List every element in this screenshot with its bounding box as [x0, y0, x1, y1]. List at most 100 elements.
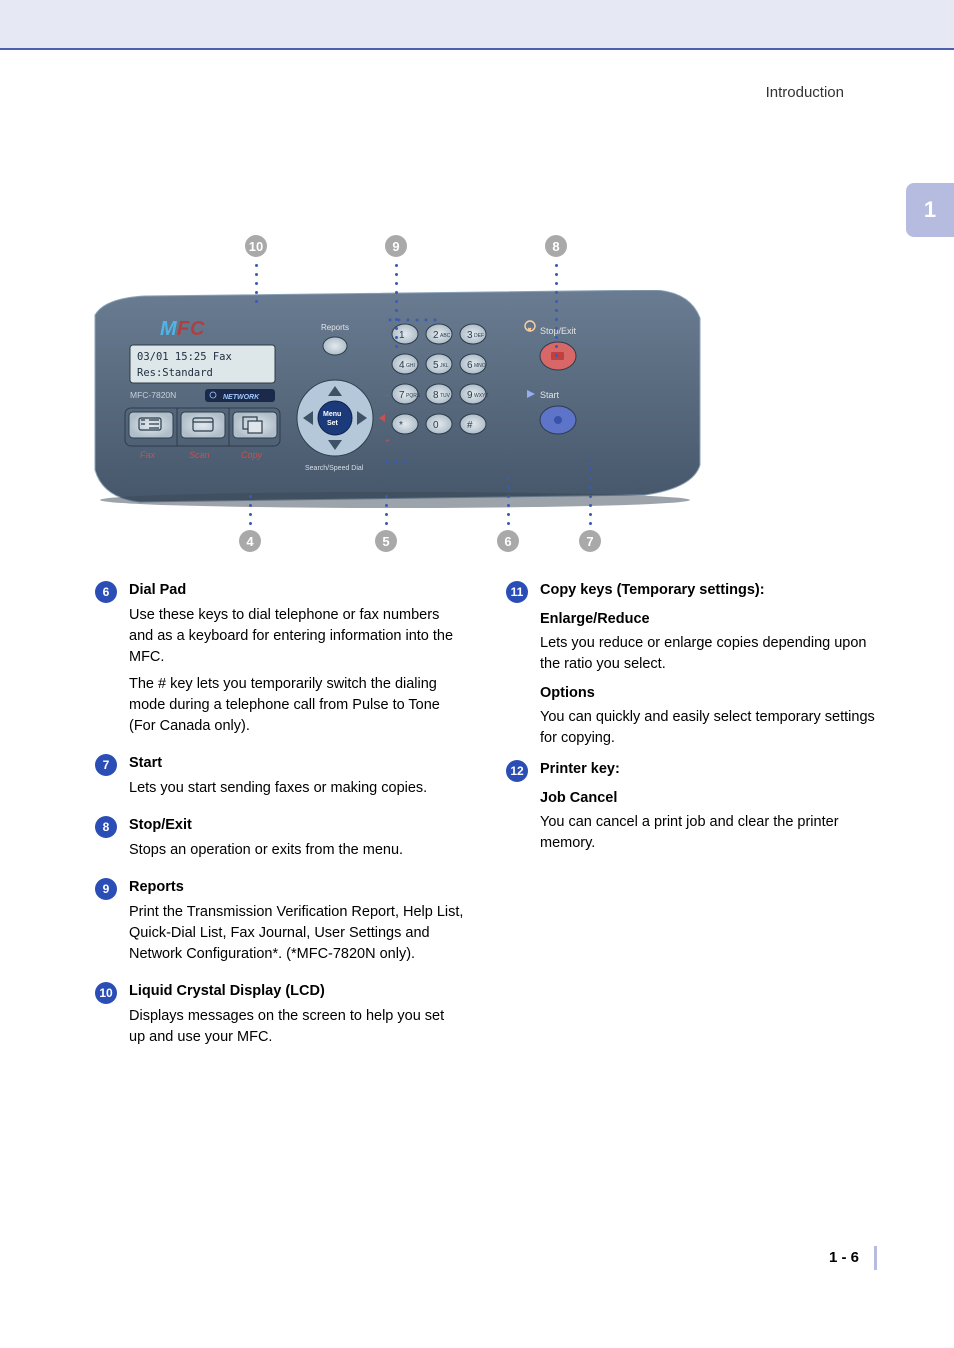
leader-dots	[249, 489, 251, 531]
svg-text:Copy: Copy	[241, 450, 263, 460]
svg-text:WXYZ: WXYZ	[474, 393, 488, 399]
callout-10: 10	[245, 235, 267, 257]
top-band	[0, 0, 954, 50]
desc-body: Liquid Crystal Display (LCD) Displays mes…	[129, 981, 464, 1054]
desc-para: Displays messages on the screen to help …	[129, 1006, 464, 1048]
desc-num: 12	[506, 760, 528, 782]
model-text: MFC-7820N	[130, 390, 176, 400]
desc-body: Stop/Exit Stops an operation or exits fro…	[129, 815, 464, 867]
svg-text:Start: Start	[540, 390, 560, 400]
desc-subtitle: Options	[540, 683, 875, 704]
svg-text:DEF: DEF	[474, 333, 484, 339]
svg-text:JKL: JKL	[440, 363, 449, 369]
svg-text:Reports: Reports	[321, 323, 349, 332]
desc-para: Stops an operation or exits from the men…	[129, 840, 464, 861]
desc-item: 9 Reports Print the Transmission Verificat…	[95, 877, 464, 971]
svg-text:#: #	[467, 420, 473, 431]
svg-text:Set: Set	[327, 420, 339, 427]
lcd-line1: 03/01 15:25 Fax	[137, 351, 232, 363]
desc-subtitle: Job Cancel	[540, 788, 875, 809]
desc-num: 11	[506, 581, 528, 603]
desc-body: Printer key: Job Cancel You can cancel a p…	[540, 759, 875, 854]
desc-body: Start Lets you start sending faxes or mak…	[129, 753, 464, 805]
svg-text:+: +	[385, 436, 390, 445]
lcd-line2: Res:Standard	[137, 367, 213, 379]
svg-text:2: 2	[433, 330, 439, 341]
svg-text:6: 6	[467, 360, 473, 371]
svg-text:MNO: MNO	[474, 363, 486, 369]
svg-text:−: −	[385, 391, 390, 400]
desc-para: Print the Transmission Verification Repo…	[129, 902, 464, 965]
svg-text:TUV: TUV	[440, 393, 451, 399]
right-column: 11 Copy keys (Temporary settings): Enlarge…	[506, 580, 875, 1064]
control-panel-figure: 10 9 8 M F C 03/01 15:25 Fax Res:Standa	[85, 230, 705, 570]
desc-para: Use these keys to dial telephone or fax …	[129, 605, 464, 668]
desc-num: 8	[95, 816, 117, 838]
desc-title: Dial Pad	[129, 580, 464, 601]
leader-dots	[395, 258, 397, 354]
desc-para: Lets you reduce or enlarge copies depend…	[540, 633, 875, 675]
header-section: Introduction	[766, 84, 844, 101]
svg-text:Scan: Scan	[189, 450, 210, 460]
leader-dots	[555, 258, 557, 363]
callout-4: 4	[239, 530, 261, 552]
svg-text:M: M	[160, 318, 178, 340]
svg-text:ABC: ABC	[440, 333, 451, 339]
callout-7: 7	[579, 530, 601, 552]
desc-item: 7 Start Lets you start sending faxes or ma…	[95, 753, 464, 805]
leader-dots	[507, 471, 509, 531]
svg-text:C: C	[190, 318, 205, 340]
desc-num: 7	[95, 754, 117, 776]
desc-body: Dial Pad Use these keys to dial telephone…	[129, 580, 464, 743]
leader-dots	[589, 453, 591, 531]
desc-title: Stop/Exit	[129, 815, 464, 836]
desc-item: 11 Copy keys (Temporary settings): Enlarge…	[506, 580, 875, 749]
leader-dots	[385, 489, 387, 531]
desc-item: 8 Stop/Exit Stops an operation or exits fr…	[95, 815, 464, 867]
desc-para: You can quickly and easily select tempor…	[540, 707, 875, 749]
callout-5: 5	[375, 530, 397, 552]
svg-text:Fax: Fax	[140, 450, 156, 460]
page-number: 1 - 6	[829, 1249, 859, 1266]
desc-para: The # key lets you temporarily switch th…	[129, 674, 464, 737]
desc-body: Copy keys (Temporary settings): Enlarge/R…	[540, 580, 875, 749]
svg-text:3: 3	[467, 330, 473, 341]
left-column: 6 Dial Pad Use these keys to dial telephon…	[95, 580, 464, 1064]
callout-6: 6	[497, 530, 519, 552]
desc-body: Reports Print the Transmission Verificati…	[129, 877, 464, 971]
svg-text:PQRS: PQRS	[406, 393, 421, 399]
svg-text:Menu: Menu	[323, 411, 341, 418]
chapter-number: 1	[924, 197, 936, 223]
svg-text:8: 8	[433, 390, 439, 401]
desc-para: You can cancel a print job and clear the…	[540, 812, 875, 854]
description-columns: 6 Dial Pad Use these keys to dial telephon…	[95, 580, 875, 1064]
desc-title: Printer key:	[540, 759, 875, 780]
svg-text:NETWORK: NETWORK	[223, 394, 260, 401]
svg-text:7: 7	[399, 390, 405, 401]
chapter-tab: 1	[906, 183, 954, 237]
page-accent	[874, 1246, 877, 1270]
svg-text:9: 9	[467, 390, 473, 401]
desc-title: Liquid Crystal Display (LCD)	[129, 981, 464, 1002]
desc-num: 9	[95, 878, 117, 900]
desc-subtitle: Enlarge/Reduce	[540, 609, 875, 630]
svg-text:0: 0	[433, 420, 439, 431]
desc-title: Copy keys (Temporary settings):	[540, 580, 875, 601]
svg-text:F: F	[177, 318, 190, 340]
desc-item: 12 Printer key: Job Cancel You can cancel a…	[506, 759, 875, 854]
desc-item: 10Liquid Crystal Display (LCD)Displays m…	[95, 981, 464, 1054]
svg-text:Stop/Exit: Stop/Exit	[540, 326, 577, 336]
svg-text:1: 1	[399, 330, 405, 341]
desc-num: 6	[95, 581, 117, 603]
svg-text:Search/Speed Dial: Search/Speed Dial	[305, 465, 364, 472]
svg-text:*: *	[399, 420, 403, 431]
svg-text:5: 5	[433, 360, 439, 371]
desc-title: Reports	[129, 877, 464, 898]
callout-8: 8	[545, 235, 567, 257]
callout-9: 9	[385, 235, 407, 257]
desc-title: Start	[129, 753, 464, 774]
desc-item: 6 Dial Pad Use these keys to dial telephon…	[95, 580, 464, 743]
leader-dots	[255, 258, 257, 309]
desc-para: Lets you start sending faxes or making c…	[129, 778, 464, 799]
svg-text:GHI: GHI	[406, 363, 415, 369]
